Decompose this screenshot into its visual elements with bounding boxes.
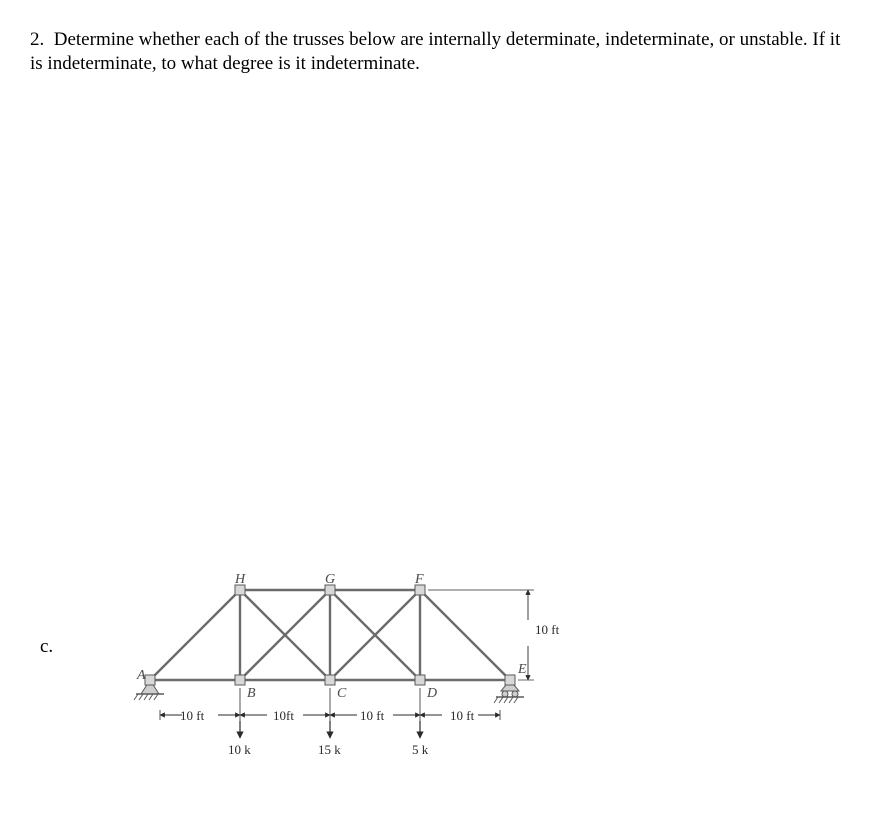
node-label-C: C (337, 686, 346, 702)
dim-span-3: 10 ft (360, 708, 384, 724)
load-C: 15 k (318, 742, 341, 758)
dim-span-1: 10 ft (180, 708, 204, 724)
load-D: 5 k (412, 742, 428, 758)
node-label-D: D (427, 686, 437, 702)
question-text: 2. Determine whether each of the trusses… (30, 28, 850, 76)
load-B: 10 k (228, 742, 251, 758)
truss-figure: A B C D E F G H 10 ft 10ft 10 ft 10 ft 1… (130, 550, 610, 790)
part-label: c. (40, 636, 53, 658)
node-label-G: G (325, 572, 335, 588)
dim-span-2: 10ft (273, 708, 294, 724)
node-label-A: A (137, 668, 146, 684)
dim-height: 10 ft (535, 622, 559, 638)
node-label-B: B (247, 686, 256, 702)
node-label-H: H (235, 572, 245, 588)
dim-span-4: 10 ft (450, 708, 474, 724)
truss-svg (130, 550, 610, 790)
node-label-F: F (415, 572, 424, 588)
question-body: Determine whether each of the trusses be… (30, 29, 840, 74)
node-label-E: E (518, 662, 527, 678)
question-number: 2. (30, 29, 44, 50)
